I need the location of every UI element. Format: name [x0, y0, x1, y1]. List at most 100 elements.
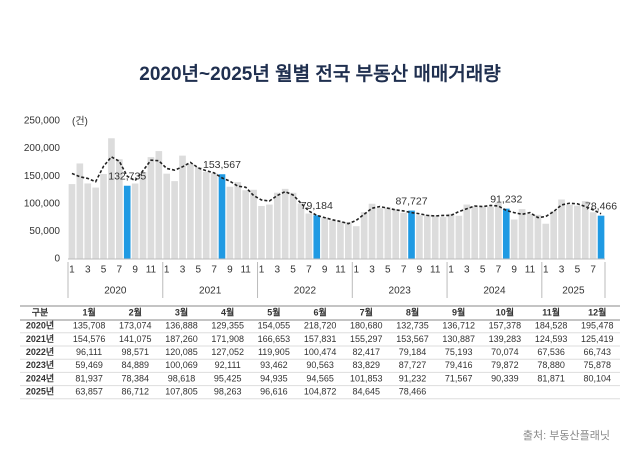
bar	[463, 204, 471, 259]
bar	[139, 172, 147, 259]
table-cell: 184,528	[535, 321, 568, 331]
table-row-label: 2021년	[26, 333, 54, 344]
table-cell: 90,563	[306, 360, 334, 370]
value-label: 132,735	[108, 171, 146, 183]
table-cell: 136,888	[165, 321, 198, 331]
y-unit: (건)	[72, 116, 88, 128]
bar	[194, 167, 202, 259]
table-cell: 78,466	[399, 387, 427, 397]
bar	[352, 226, 360, 259]
bar	[210, 173, 218, 259]
x-tick-label: 9	[227, 265, 233, 276]
x-tick-label: 9	[511, 265, 517, 276]
x-tick-label: 3	[85, 265, 91, 276]
x-tick-label: 11	[146, 265, 157, 276]
table-cell: 87,727	[399, 360, 427, 370]
table-cell: 132,735	[396, 321, 429, 331]
bar	[392, 209, 400, 259]
y-tick-label: 150,000	[24, 171, 61, 182]
x-tick-label: 7	[496, 265, 502, 276]
source: 출처: 부동산플래닛	[523, 429, 610, 442]
year-label: 2022	[294, 286, 317, 297]
table-header: 구분	[32, 307, 49, 317]
table-cell: 94,935	[260, 373, 288, 383]
bar	[581, 201, 589, 259]
bar	[376, 208, 384, 259]
value-label: 78,466	[585, 200, 617, 212]
table-cell: 79,872	[491, 360, 519, 370]
bar	[250, 189, 257, 259]
value-label: 153,567	[203, 159, 241, 171]
bar	[226, 186, 234, 259]
table-cell: 98,571	[122, 347, 150, 357]
bar	[187, 164, 194, 259]
bar	[345, 222, 352, 259]
bar	[313, 215, 321, 259]
table-cell: 125,419	[581, 334, 614, 344]
bar	[108, 138, 115, 259]
bar	[273, 192, 281, 259]
table-cell: 157,378	[489, 321, 522, 331]
table-cell: 153,567	[396, 334, 429, 344]
bar	[289, 192, 297, 259]
bar	[566, 204, 573, 259]
x-tick-label: 5	[385, 265, 391, 276]
x-tick-label: 1	[543, 265, 549, 276]
table-cell: 100,069	[165, 360, 198, 370]
table-cell: 171,908	[211, 334, 244, 344]
bar	[408, 210, 415, 259]
table-cell: 63,857	[75, 387, 103, 397]
year-label: 2023	[389, 286, 412, 297]
bar	[68, 184, 76, 259]
table-row-label: 2025년	[26, 386, 54, 397]
table-header: 10월	[496, 306, 514, 317]
x-tick-label: 7	[211, 265, 217, 276]
x-tick-label: 7	[401, 265, 407, 276]
table-cell: 79,184	[399, 347, 427, 357]
bar	[518, 209, 526, 259]
year-label: 2025	[562, 286, 585, 297]
bar	[589, 212, 597, 259]
bar	[266, 204, 273, 259]
table-cell: 187,260	[165, 334, 198, 344]
bar	[471, 206, 479, 259]
table-header: 7월	[360, 306, 373, 317]
x-tick-label: 7	[306, 265, 312, 276]
table-cell: 173,074	[119, 321, 152, 331]
table-cell: 127,052	[211, 347, 244, 357]
chart-title: 2020년~2025년 월별 전국 부동산 매매거래량	[139, 63, 501, 85]
table-cell: 96,616	[260, 387, 288, 397]
table-header: 11월	[542, 306, 560, 317]
x-tick-label: 5	[290, 265, 296, 276]
bar	[258, 205, 265, 259]
table-cell: 79,416	[445, 360, 473, 370]
bar	[502, 208, 510, 259]
bar	[495, 202, 502, 259]
table-cell: 141,075	[119, 334, 152, 344]
bar	[597, 215, 605, 259]
bar	[179, 155, 186, 259]
x-tick-label: 3	[180, 265, 186, 276]
y-tick-label: 50,000	[29, 226, 60, 237]
x-tick-label: 11	[525, 265, 536, 276]
table-header: 5월	[267, 306, 280, 317]
x-tick-label: 11	[240, 265, 251, 276]
x-tick-label: 1	[259, 265, 265, 276]
x-tick-label: 1	[69, 265, 75, 276]
table-cell: 86,712	[122, 387, 150, 397]
x-tick-label: 1	[353, 265, 359, 276]
table-cell: 71,567	[445, 373, 473, 383]
bar	[242, 190, 250, 259]
y-tick-label: 250,000	[24, 116, 61, 127]
table-row-label: 2024년	[26, 372, 54, 383]
table-cell: 90,339	[491, 373, 519, 383]
table-cell: 75,878	[584, 360, 612, 370]
table-cell: 92,111	[215, 360, 241, 370]
table-cell: 81,871	[537, 373, 565, 383]
table-row-label: 2022년	[26, 346, 54, 357]
year-label: 2020	[104, 286, 127, 297]
table-header: 2월	[129, 306, 142, 317]
table-cell: 80,104	[584, 373, 612, 383]
table-cell: 135,708	[73, 321, 106, 331]
